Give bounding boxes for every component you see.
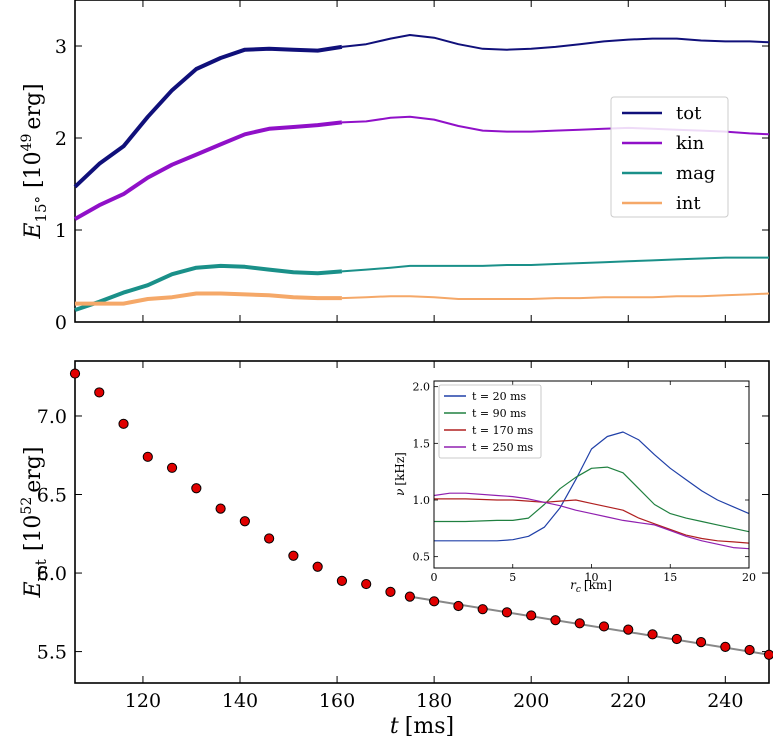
inset-x-tick-label: 15 [663,571,677,584]
data-point [501,607,513,618]
data-point [361,578,372,590]
data-point [94,387,105,398]
data-point [453,600,464,612]
bottom-x-tick-label: 120 [125,690,161,712]
inset-ticks: 0 5 10 15 20 0.5 1.0 1.5 2.0 [413,381,757,584]
bottom-x-tick-label: 140 [222,690,258,712]
data-point [191,483,202,494]
bottom-y-tick-label: 6.0 [37,563,67,585]
legend-label-int: int [676,193,701,214]
inset-series-t-90-ms [434,466,750,533]
data-point [671,633,682,645]
series-tot-thick [73,44,343,189]
top-y-tick-label: 2 [55,128,67,150]
inset-plot-frame [433,380,750,569]
inset-legend-label-t-20-ms: t = 20 ms [472,390,527,403]
data-point [404,591,415,602]
bottom-y-tick-label: 5.5 [37,642,67,664]
inset-series-group [433,431,750,550]
top-legend-box [610,96,729,218]
data-point [215,503,226,514]
series-mag-thin [341,256,769,273]
data-point [69,368,81,379]
top-y-axis-label: E15°[1049erg] [19,83,50,239]
top-y-tick-label: 0 [55,312,67,334]
bottom-x-tick-label: 200 [513,690,549,712]
inset-x-axis-label: rc [km] [570,578,612,595]
top-y-tick-label: 1 [55,220,67,242]
top-panel: 0 1 2 3 E15°[1049erg] tot kin mag int [19,0,770,334]
legend-label-kin: kin [676,133,705,154]
bottom-x-tick-label: 160 [319,690,355,712]
inset-series-t-250-ms [433,492,750,550]
inset-legend-label-t-170-ms: t = 170 ms [472,424,534,437]
data-point [526,610,537,621]
inset-y-axis-label: ν[kHz] [393,452,407,496]
bottom-x-tick-label: 180 [416,690,452,712]
data-point [695,637,707,648]
data-point [744,644,755,656]
legend-label-mag: mag [676,163,715,184]
data-point [647,629,658,640]
inset-series-t-20-ms [434,431,750,542]
inset-x-tick-label: 5 [509,571,516,584]
inset-legend-label-t-90-ms: t = 90 ms [472,407,527,420]
bottom-x-tick-label: 240 [707,690,743,712]
bottom-plot-frame [74,360,770,684]
series-int-thin [341,292,770,300]
inset-y-tick-label: 1.5 [413,437,431,450]
data-point [720,641,731,652]
data-point [336,575,348,587]
data-point [623,624,634,635]
data-point [598,621,610,632]
inset-y-tick-label: 1.0 [413,494,431,507]
data-point [477,604,488,615]
data-point [574,618,585,629]
inset-x-tick-label: 20 [742,571,756,584]
top-plot-frame [74,0,770,323]
inset-legend-box [438,384,542,459]
inset-x-tick-label: 0 [431,571,438,584]
inset-legend-label-t-250-ms: t = 250 ms [472,441,534,454]
series-int-thick [75,291,342,306]
inset-legend: t = 20 ms t = 90 ms t = 170 ms t = 250 ms [438,384,542,459]
data-point [763,649,773,660]
bottom-x-axis-label: t [ms] [390,714,454,739]
top-legend: tot kin mag int [610,96,729,218]
inset-panel: 0 5 10 15 20 0.5 1.0 1.5 2.0 ν[kHz] rc [km] t = 2… [393,380,757,595]
data-point [385,586,396,597]
series-kin-thick [74,120,343,221]
bottom-y-axis-label: Erot[1052erg] [19,447,50,599]
top-y-tick-label: 3 [55,36,67,58]
inset-y-tick-label: 0.5 [413,551,431,564]
data-point [429,596,440,607]
fit-line [409,595,770,656]
bottom-y-tick-label: 6.5 [37,485,67,507]
data-point [239,516,250,527]
data-point [288,550,299,561]
series-mag-thick [74,263,343,312]
inset-series-t-170-ms [434,498,750,544]
bottom-y-tick-label: 7.0 [37,406,67,428]
top-ticks: 0 1 2 3 [55,0,769,334]
bottom-x-tick-label: 220 [610,690,646,712]
bottom-series-group [69,368,773,660]
inset-y-tick-label: 2.0 [413,381,431,394]
data-point [550,615,561,626]
data-point [264,533,275,544]
data-point [166,462,178,473]
legend-label-tot: tot [676,103,702,124]
data-point [118,418,129,429]
inset-x-tick-label: 10 [585,571,599,584]
data-point [312,561,323,572]
data-point [142,451,153,462]
series-tot-thin [341,34,770,51]
